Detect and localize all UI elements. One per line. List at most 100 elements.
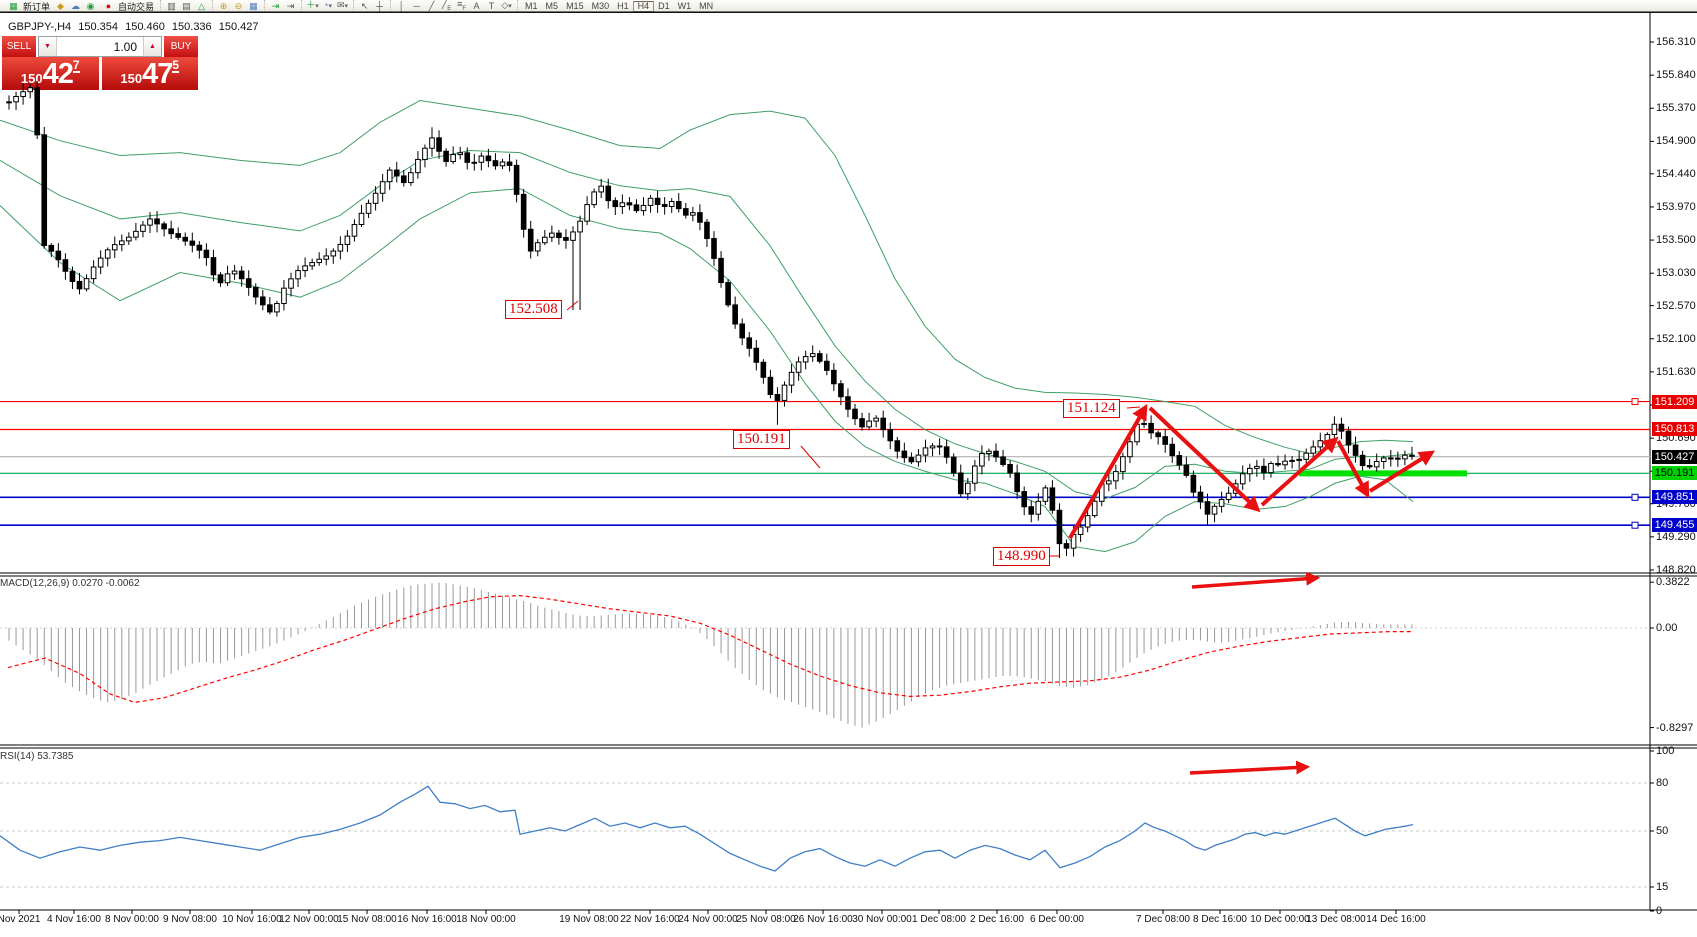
cloud-icon[interactable]: ☁ (71, 1, 81, 11)
line-handle[interactable] (1631, 398, 1639, 406)
tile-windows-icon[interactable]: ▦ (249, 1, 258, 11)
date-label-10-Nov-16-00[interactable]: 10 Nov 16:00 (222, 914, 282, 925)
zoom-out-icon[interactable]: ⊖ (234, 1, 243, 11)
zoom-in-icon[interactable]: ⊕ (219, 1, 228, 11)
chart-shift-icon[interactable]: ⇥ (271, 1, 280, 11)
new-order-label: 新订单 (23, 1, 51, 12)
date-label-15-Nov-08-00[interactable]: 15 Nov 08:00 (337, 914, 397, 925)
date-label-10-Dec-00-00[interactable]: 10 Dec 00:00 (1250, 914, 1310, 925)
rsi-arrow[interactable] (1189, 760, 1311, 775)
date-label-9-Nov-08-00[interactable]: 9 Nov 08:00 (163, 914, 217, 925)
buy-price-pip: 5 (172, 58, 180, 73)
timeframe-M5[interactable]: M5 (545, 0, 559, 11)
date-label-18-Nov-00-00[interactable]: 18 Nov 00:00 (456, 914, 516, 925)
bar-chart-icon[interactable]: ▥ (167, 1, 176, 11)
timeframe-MN[interactable]: MN (699, 0, 714, 11)
timeframe-group: M1 M5 M15 M30 H1 H4 D1 W1 MN (517, 0, 720, 12)
volume-input[interactable]: 1.00 (113, 39, 137, 54)
rsi-pane-label: RSI(14) 53.7385 (0, 751, 74, 762)
line-handle[interactable] (1631, 521, 1639, 529)
date-label-Nov-2021[interactable]: Nov 2021 (0, 914, 41, 925)
line-handle[interactable] (1631, 493, 1639, 501)
date-label-8-Nov-00-00[interactable]: 8 Nov 00:00 (105, 914, 159, 925)
date-label-7-Dec-08-00[interactable]: 7 Dec 08:00 (1136, 914, 1190, 925)
signal-icon[interactable]: ◉ (86, 1, 95, 11)
indicators-icon[interactable]: ＋▾ (306, 0, 319, 10)
timeframe-M30[interactable]: M30 (591, 0, 610, 11)
date-label-25-Nov-08-00[interactable]: 25 Nov 08:00 (736, 914, 796, 925)
date-label-2-Dec-16-00[interactable]: 2 Dec 16:00 (970, 914, 1024, 925)
candle-chart-icon[interactable]: ▤ (182, 1, 191, 11)
macd-scale--0.8297: -0.8297 (1656, 721, 1694, 734)
price-badge-150.427: 150.427 (1652, 449, 1697, 464)
trend-arrow[interactable] (1336, 440, 1370, 499)
volume-decrease-button[interactable]: ▼ (39, 37, 57, 56)
macd-pane-label: MACD(12,26,9) 0.0270 -0.0062 (0, 578, 140, 589)
timeframe-D1[interactable]: D1 (658, 0, 670, 11)
periods-icon[interactable]: ◔▾ (323, 0, 332, 10)
date-label-1-Dec-08-00[interactable]: 1 Dec 08:00 (912, 914, 966, 925)
annotation-150.191[interactable]: 150.191 (733, 430, 790, 449)
buy-button[interactable]: BUY (164, 36, 198, 57)
date-label-19-Nov-08-00[interactable]: 19 Nov 08:00 (559, 914, 619, 925)
text-label-icon[interactable]: T (488, 1, 495, 11)
date-label-14-Dec-16-00[interactable]: 14 Dec 16:00 (1366, 914, 1426, 925)
volume-stepper: ▼ 1.00 ▲ (38, 36, 162, 57)
timeframe-W1[interactable]: W1 (677, 0, 692, 11)
date-label-13-Dec-08-00[interactable]: 13 Dec 08:00 (1306, 914, 1366, 925)
annotation-152.508[interactable]: 152.508 (505, 300, 562, 319)
buy-price-display[interactable]: 150 47 5 (101, 57, 198, 90)
macd-scale-0.00: 0.00 (1656, 622, 1678, 634)
volume-increase-button[interactable]: ▲ (143, 37, 161, 56)
price-badge-149.851: 149.851 (1652, 490, 1697, 505)
price-tick-154.440: 154.440 (1656, 167, 1696, 180)
timeframe-H4[interactable]: H4 (632, 0, 655, 12)
date-label-26-Nov-16-00[interactable]: 26 Nov 16:00 (793, 914, 853, 925)
date-label-6-Dec-00-00[interactable]: 6 Dec 00:00 (1030, 914, 1084, 925)
new-order-icon: ▦ (9, 1, 18, 11)
toolbar-group-order: ▦ 新订单 ◆ ☁ ◉ ● 自动交易 (0, 0, 160, 12)
date-label-12-Nov-00-00[interactable]: 12 Nov 00:00 (279, 914, 339, 925)
sell-button[interactable]: SELL (2, 36, 36, 57)
vertical-line-icon[interactable]: │ (398, 1, 405, 11)
date-label-22-Nov-16-00[interactable]: 22 Nov 16:00 (620, 914, 680, 925)
line-chart-icon[interactable]: △ (198, 1, 205, 11)
market-icon[interactable]: ◆ (57, 1, 64, 11)
date-label-30-Nov-00-00[interactable]: 30 Nov 00:00 (852, 914, 912, 925)
trend-arrow[interactable] (1068, 403, 1148, 539)
bollinger-middle (0, 150, 1414, 500)
price-tick-152.100: 152.100 (1656, 332, 1696, 345)
trendline-icon[interactable]: ╱ (428, 1, 435, 11)
toolbar-group-objects: ＋▾ ◔▾ ✉▾ (301, 0, 353, 12)
crosshair-icon[interactable]: ┼ (376, 1, 383, 11)
timeframe-M15[interactable]: M15 (566, 0, 584, 11)
date-label-4-Nov-16-00[interactable]: 4 Nov 16:00 (47, 914, 101, 925)
toolbar-group-lines: │ ─ ╱ ╱E ≡F A T ◇▾ (390, 0, 517, 12)
price-tick-156.310: 156.310 (1656, 36, 1696, 48)
date-label-16-Nov-16-00[interactable]: 16 Nov 16:00 (397, 914, 457, 925)
annotation-tail (566, 300, 579, 311)
trend-arrow[interactable] (1368, 450, 1436, 493)
new-order-button[interactable]: ▦ 新订单 (3, 0, 53, 12)
auto-scroll-icon[interactable]: ⇥ (286, 1, 295, 11)
timeframe-H1[interactable]: H1 (617, 0, 629, 11)
fibonacci-icon[interactable]: ≡F (457, 0, 466, 12)
sell-price-display[interactable]: 150 42 7 (2, 57, 99, 90)
autotrading-button[interactable]: ● 自动交易 (98, 0, 157, 12)
channel-icon[interactable]: ╱E (441, 0, 452, 12)
templates-icon[interactable]: ✉▾ (337, 0, 349, 10)
text-icon[interactable]: A (473, 1, 480, 11)
date-label-8-Dec-16-00[interactable]: 8 Dec 16:00 (1193, 914, 1247, 925)
bollinger-upper (0, 99, 1414, 455)
horizontal-line-icon[interactable]: ─ (413, 1, 420, 11)
cursor-icon[interactable]: ↖ (360, 1, 369, 11)
trend-arrow[interactable] (1260, 436, 1339, 507)
timeframe-M1[interactable]: M1 (525, 0, 538, 11)
macd-arrow[interactable] (1191, 571, 1321, 589)
shapes-icon[interactable]: ◇▾ (501, 0, 512, 10)
date-label-24-Nov-00-00[interactable]: 24 Nov 00:00 (678, 914, 738, 925)
annotation-151.124[interactable]: 151.124 (1063, 399, 1120, 418)
trend-arrow[interactable] (1148, 406, 1261, 513)
annotation-148.990[interactable]: 148.990 (993, 547, 1050, 566)
